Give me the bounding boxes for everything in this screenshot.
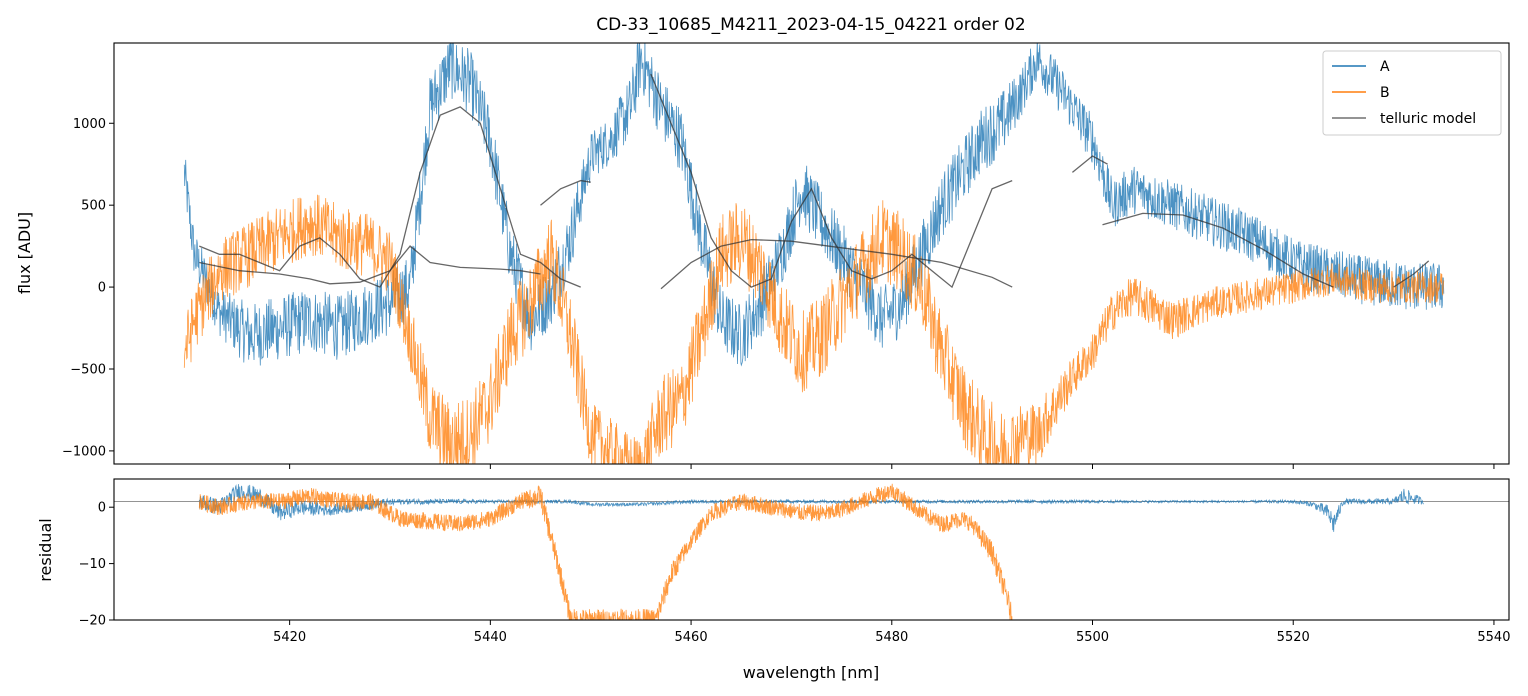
x-tick-label: 5420 (273, 630, 306, 645)
telluric-model-segment-1 (199, 245, 541, 285)
residual-y-axis-label: residual (36, 518, 55, 581)
y-tick-label: 500 (81, 199, 106, 214)
flux-traces (183, 43, 1445, 464)
telluric-model-segment-7 (1393, 260, 1430, 288)
residual-axes-frame (113, 478, 1510, 621)
flux-panel: 1000 500 0 −500 −1000 flux [ADU] A B telluri… (15, 42, 1510, 469)
legend: A B telluric model (1322, 50, 1502, 136)
telluric-model-segment-6 (1102, 212, 1334, 288)
residual-y-ticks: 0 −10 −20 (79, 501, 114, 629)
y-tick-label: −10 (79, 557, 106, 572)
residual-panel: 0 −10 −20 5420 5440 5460 5480 5500 5520 5540 res… (36, 478, 1510, 682)
legend-label-b: B (1380, 85, 1390, 101)
x-axis-label: wavelength [nm] (743, 663, 880, 682)
series-a-residual-line (198, 484, 1424, 532)
flux-axes-frame (113, 42, 1510, 465)
x-tick-label: 5480 (875, 630, 908, 645)
legend-label-telluric-model: telluric model (1380, 111, 1476, 127)
legend-box (1322, 50, 1502, 136)
y-tick-label: −1000 (62, 444, 106, 459)
telluric-model-segment-4 (660, 238, 1013, 290)
telluric-model-segment-5 (1071, 155, 1108, 173)
series-b-flux-line (183, 194, 1445, 464)
x-tick-label: 5540 (1477, 630, 1510, 645)
x-tick-label: 5440 (474, 630, 507, 645)
x-tick-label: 5520 (1277, 630, 1310, 645)
y-tick-label: −500 (70, 362, 106, 377)
telluric-model-segment-3 (650, 73, 1013, 289)
y-tick-label: 0 (98, 501, 106, 516)
residual-x-ticks: 5420 5440 5460 5480 5500 5520 5540 (273, 620, 1510, 645)
y-tick-label: 1000 (73, 117, 106, 132)
x-tick-label: 5460 (675, 630, 708, 645)
chart-title: CD-33_10685_M4211_2023-04-15_04221 order… (596, 15, 1025, 35)
legend-label-a: A (1380, 59, 1390, 75)
y-tick-label: 0 (98, 281, 106, 296)
flux-y-ticks: 1000 500 0 −500 −1000 (62, 117, 114, 459)
telluric-model-segment-2 (540, 179, 591, 206)
x-tick-label: 5500 (1076, 630, 1109, 645)
flux-x-ticks (289, 464, 1495, 469)
series-b-residual-line (198, 483, 1013, 620)
flux-y-axis-label: flux [ADU] (15, 212, 34, 294)
telluric-model-traces (199, 73, 1430, 290)
residual-traces (114, 483, 1509, 620)
y-tick-label: −20 (79, 614, 106, 629)
